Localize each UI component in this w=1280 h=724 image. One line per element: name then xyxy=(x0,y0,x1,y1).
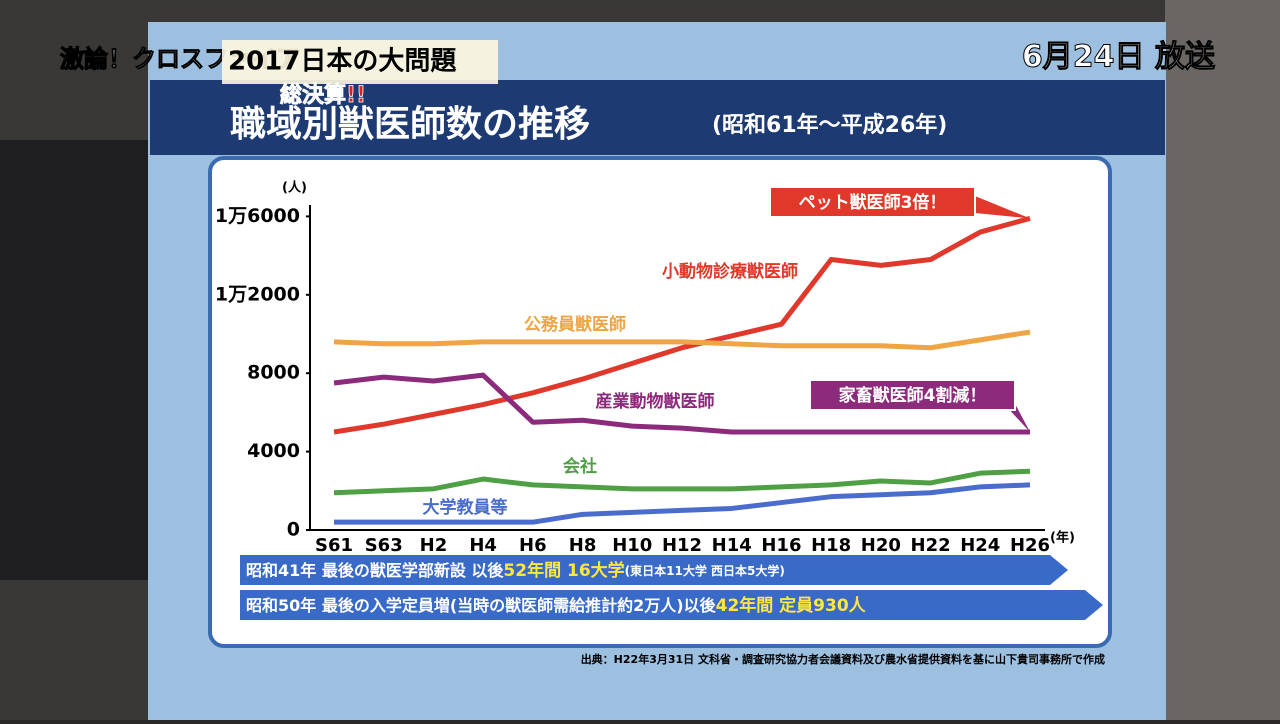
show-topic: 2017日本の大問題 xyxy=(228,47,457,77)
y-tick-label: 8000 xyxy=(247,362,300,384)
x-tick-label: H18 xyxy=(811,535,851,556)
studio-left xyxy=(0,140,150,580)
annotation: 家畜獣医師4割減！ xyxy=(839,385,987,406)
series-label: 公務員獣医師 xyxy=(524,314,626,335)
x-tick-label: H8 xyxy=(569,535,597,556)
y-unit: (人) xyxy=(282,180,307,196)
banner xyxy=(240,590,1103,620)
x-tick-label: H24 xyxy=(960,535,1000,556)
chart-subtitle: (昭和61年〜平成26年) xyxy=(712,112,947,138)
series-line xyxy=(333,215,1031,435)
y-tick-label: 4000 xyxy=(247,440,300,462)
series-line xyxy=(333,372,1030,435)
x-tick-label: S61 xyxy=(315,535,353,556)
topic-box xyxy=(222,40,498,84)
series-label: 小動物診療獣医師 xyxy=(662,261,798,282)
y-tick-label: 0 xyxy=(287,519,300,541)
banner-segment: 42年間 定員930人 xyxy=(716,595,867,616)
x-tick-label: H6 xyxy=(519,535,547,556)
x-tick-label: H12 xyxy=(662,535,702,556)
annotation: ペット獣医師3倍！ xyxy=(799,192,947,213)
x-tick-label: H26 xyxy=(1010,535,1050,556)
banner-text: 昭和50年 最後の入学定員増(当時の獣医師需給推計約2万人)以後42年間 定員9… xyxy=(246,595,867,616)
series-line xyxy=(333,329,1031,351)
banner-segment: 52年間 16大学 xyxy=(503,560,624,581)
y-tick-label: 1万2000 xyxy=(215,283,300,305)
source: 出典：H22年3月31日 文科省・調査研究協力者会議資料及び農水省提供資料を基に… xyxy=(581,652,1105,666)
series-label: 産業動物獣医師 xyxy=(596,391,715,412)
x-unit: (年) xyxy=(1050,530,1075,546)
show-tag: 総決算!! xyxy=(280,82,366,108)
callout-box xyxy=(769,186,976,218)
x-tick-label: H4 xyxy=(469,535,497,556)
studio-right xyxy=(1165,0,1280,720)
x-tick-label: H2 xyxy=(420,535,448,556)
x-tick-label: H22 xyxy=(911,535,951,556)
banner-segment: 昭和50年 最後の入学定員増(当時の獣医師需給推計約2万人)以後 xyxy=(246,596,717,615)
broadcast-date: 6月24日 放送 xyxy=(1022,40,1215,75)
series-line xyxy=(333,468,1031,496)
x-tick-label: H10 xyxy=(612,535,652,556)
callout-pointer xyxy=(965,192,1030,219)
banner-segment: 昭和41年 最後の獣医学部新設 以後 xyxy=(246,561,504,580)
y-tick-label: 1万6000 xyxy=(215,205,300,227)
series-label: 大学教員等 xyxy=(423,497,508,518)
callout-box xyxy=(809,379,1016,411)
x-tick-label: H14 xyxy=(712,535,752,556)
series-line xyxy=(334,482,1031,525)
series-label: 会社 xyxy=(563,456,597,477)
x-tick-label: H20 xyxy=(861,535,901,556)
x-tick-label: S63 xyxy=(365,535,403,556)
chart-title: 職域別獣医師数の推移 xyxy=(230,104,590,145)
banner-text: 昭和41年 最後の獣医学部新設 以後52年間 16大学(東日本11大学 西日本5… xyxy=(246,560,785,581)
banner-segment: (東日本11大学 西日本5大学) xyxy=(625,563,785,578)
title-band xyxy=(150,80,1165,155)
x-tick-label: H16 xyxy=(761,535,801,556)
banner xyxy=(240,555,1068,585)
